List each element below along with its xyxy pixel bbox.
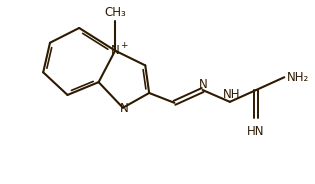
Text: NH: NH <box>223 89 241 101</box>
Text: NH₂: NH₂ <box>287 71 309 84</box>
Text: HN: HN <box>247 125 265 137</box>
Text: N: N <box>199 78 208 91</box>
Text: N: N <box>119 102 128 115</box>
Text: N: N <box>111 44 119 57</box>
Text: CH₃: CH₃ <box>104 6 126 19</box>
Text: +: + <box>120 41 128 50</box>
